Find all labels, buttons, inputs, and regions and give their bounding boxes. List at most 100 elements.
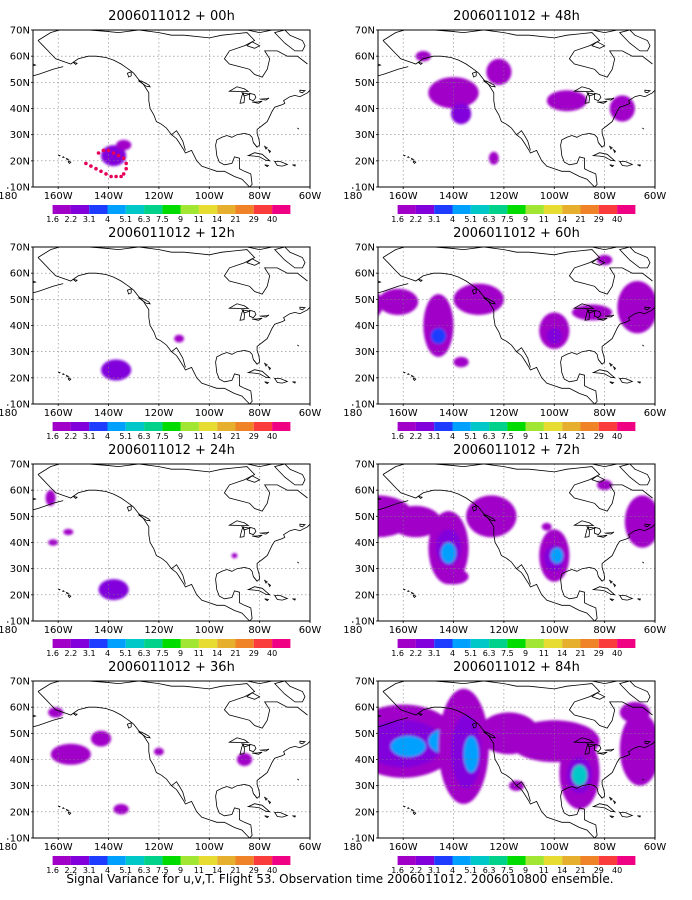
colorbar-swatch [507, 205, 526, 214]
track-point [111, 151, 116, 155]
colorbar: 1.6 2.2 3.1 4 5.1 6.3 7.5 9 11 14 21 29 40 [391, 205, 636, 224]
lon-tick-label: 80W [593, 842, 616, 853]
colorbar-label: 5.1 [119, 215, 132, 224]
signal-area [45, 490, 56, 506]
colorbar-label: 1.6 [46, 432, 59, 441]
colorbar-label: 40 [267, 649, 277, 658]
colorbar-label: 21 [230, 215, 240, 224]
colorbar-swatch [89, 422, 108, 431]
colorbar-swatch [434, 856, 453, 865]
lat-tick-label: 30N [10, 347, 30, 358]
lat-tick-label: 70N [10, 460, 30, 471]
colorbar-swatch [144, 639, 163, 648]
signal-area [101, 359, 132, 381]
lon-tick-label: 60W [299, 842, 322, 853]
lon-tick-label: 160W [389, 625, 418, 636]
colorbar-label: 21 [575, 432, 585, 441]
lon-tick-label: 120W [144, 408, 173, 419]
lat-tick-label: 70N [10, 677, 30, 688]
signal-area [116, 139, 132, 151]
colorbar-swatch [415, 205, 435, 214]
colorbar-label: 40 [267, 866, 277, 875]
signal-area [550, 547, 564, 564]
lat-tick-label: 40N [355, 538, 375, 549]
colorbar: 1.6 2.2 3.1 4 5.1 6.3 7.5 9 11 14 21 29 40 [46, 639, 291, 658]
coastlines [378, 464, 655, 621]
lat-tick-label: 10N [10, 183, 30, 194]
colorbar-swatch [617, 639, 636, 648]
lon-tick-label: 140W [94, 842, 123, 853]
colorbar-label: 11 [539, 649, 549, 658]
colorbar-label: 29 [249, 649, 259, 658]
colorbar-swatch [452, 856, 471, 865]
signal-area [48, 707, 64, 718]
colorbar-swatch [507, 639, 526, 648]
lat-tick-label: 40N [355, 321, 375, 332]
signal-area [63, 528, 74, 536]
colorbar-swatch [543, 856, 563, 865]
colorbar-label: 14 [557, 649, 567, 658]
signal-area [453, 356, 469, 368]
colorbar-label: 6.3 [138, 866, 151, 875]
lat-tick-label: 50N [355, 512, 375, 523]
lat-tick-label: 40N [10, 538, 30, 549]
lat-tick-label: 10N [355, 400, 375, 411]
colorbar-swatch [198, 205, 218, 214]
colorbar-label: 29 [594, 649, 604, 658]
colorbar-swatch [198, 856, 218, 865]
lat-tick-label: 60N [355, 486, 375, 497]
colorbar-label: 40 [612, 649, 622, 658]
lon-tick-label: 160W [44, 842, 73, 853]
signal-area [619, 712, 655, 786]
lon-tick-label: 160W [389, 191, 418, 202]
colorbar-label: 29 [249, 866, 259, 875]
lat-tick-label: 30N [355, 781, 375, 792]
colorbar-label: 5.1 [119, 649, 132, 658]
panel-title: 2006011012 + 72h [453, 443, 580, 458]
lon-tick-label: 80W [248, 842, 271, 853]
lat-tick-label: 30N [355, 564, 375, 575]
colorbar-label: 21 [575, 215, 585, 224]
coastlines [378, 247, 655, 404]
colorbar-swatch [235, 856, 254, 865]
signal-area [430, 328, 446, 344]
lon-tick-label: 80W [593, 625, 616, 636]
colorbar-swatch [144, 205, 163, 214]
lon-tick-label: 100W [195, 625, 224, 636]
colorbar-label: 9 [523, 649, 528, 658]
colorbar-swatch [235, 639, 254, 648]
colorbar-swatch [525, 639, 544, 648]
lat-tick-label: 20N [355, 590, 375, 601]
lon-tick-label: 160W [44, 191, 73, 202]
colorbar-swatch [525, 422, 544, 431]
colorbar-swatch [70, 205, 90, 214]
signal-area [378, 288, 419, 315]
flight-track [84, 148, 128, 179]
lon-tick-label: 100W [195, 408, 224, 419]
colorbar-label: 9 [178, 432, 183, 441]
colorbar-label: 6.3 [483, 649, 496, 658]
colorbar-label: 9 [523, 215, 528, 224]
signal-area [571, 764, 588, 786]
lon-tick-label: 120W [144, 191, 173, 202]
colorbar-label: 11 [539, 432, 549, 441]
lon-tick-label: 100W [540, 625, 569, 636]
lon-tick-label: 160W [389, 842, 418, 853]
lat-tick-label: 70N [355, 26, 375, 37]
lat-tick-label: 70N [355, 460, 375, 471]
lon-tick-label: 60W [299, 408, 322, 419]
lon-tick-label: 100W [540, 842, 569, 853]
signal-area [390, 735, 426, 757]
colorbar-swatch [489, 422, 508, 431]
lat-tick-label: 50N [355, 295, 375, 306]
colorbar-label: 21 [230, 866, 240, 875]
colorbar-label: 9 [523, 432, 528, 441]
lon-tick-label: 120W [489, 408, 518, 419]
signal-area [486, 58, 512, 85]
colorbar-label: 4 [450, 649, 455, 658]
colorbar-label: 1.6 [46, 649, 59, 658]
lat-tick-label: 10N [10, 617, 30, 628]
signal-area [50, 743, 91, 765]
lon-tick-label: 140W [439, 842, 468, 853]
colorbar-swatch [580, 205, 599, 214]
